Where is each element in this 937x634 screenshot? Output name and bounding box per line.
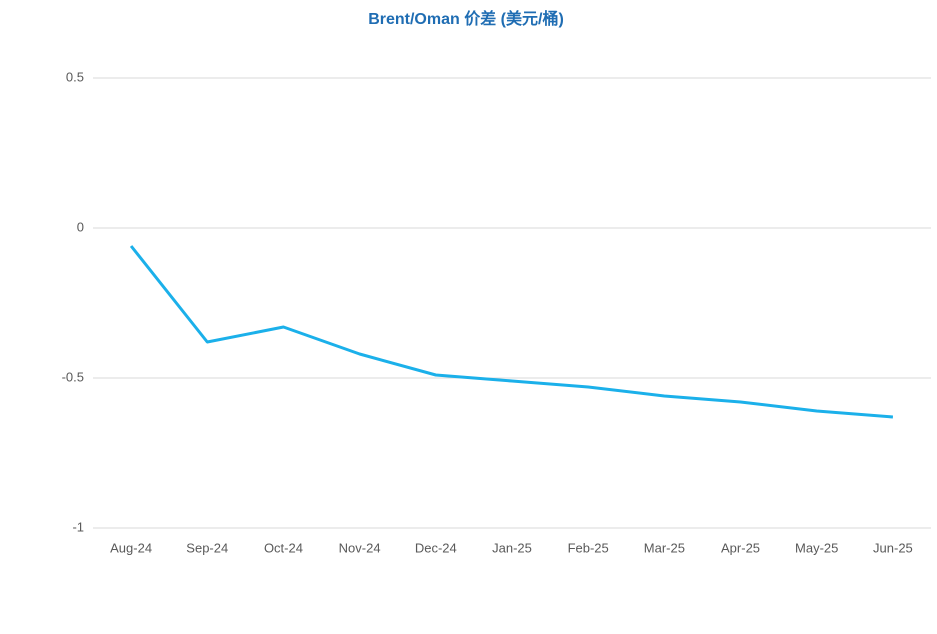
x-tick-label: Oct-24 bbox=[264, 540, 303, 555]
x-tick-label: May-25 bbox=[795, 540, 838, 555]
x-tick-label: Mar-25 bbox=[644, 540, 685, 555]
x-tick-label: Apr-25 bbox=[721, 540, 760, 555]
x-tick-label: Nov-24 bbox=[339, 540, 381, 555]
x-tick-label: Jun-25 bbox=[873, 540, 913, 555]
y-tick-label: -1 bbox=[72, 519, 84, 534]
x-tick-label: Feb-25 bbox=[568, 540, 609, 555]
chart-title: Brent/Oman 价差 (美元/桶) bbox=[368, 9, 564, 28]
x-tick-label: Dec-24 bbox=[415, 540, 457, 555]
x-tick-label: Aug-24 bbox=[110, 540, 152, 555]
y-tick-label: 0.5 bbox=[66, 69, 84, 84]
x-tick-label: Jan-25 bbox=[492, 540, 532, 555]
y-tick-label: 0 bbox=[77, 219, 84, 234]
data-line bbox=[129, 245, 894, 419]
y-tick-label: -0.5 bbox=[62, 369, 84, 384]
x-tick-label: Sep-24 bbox=[186, 540, 228, 555]
